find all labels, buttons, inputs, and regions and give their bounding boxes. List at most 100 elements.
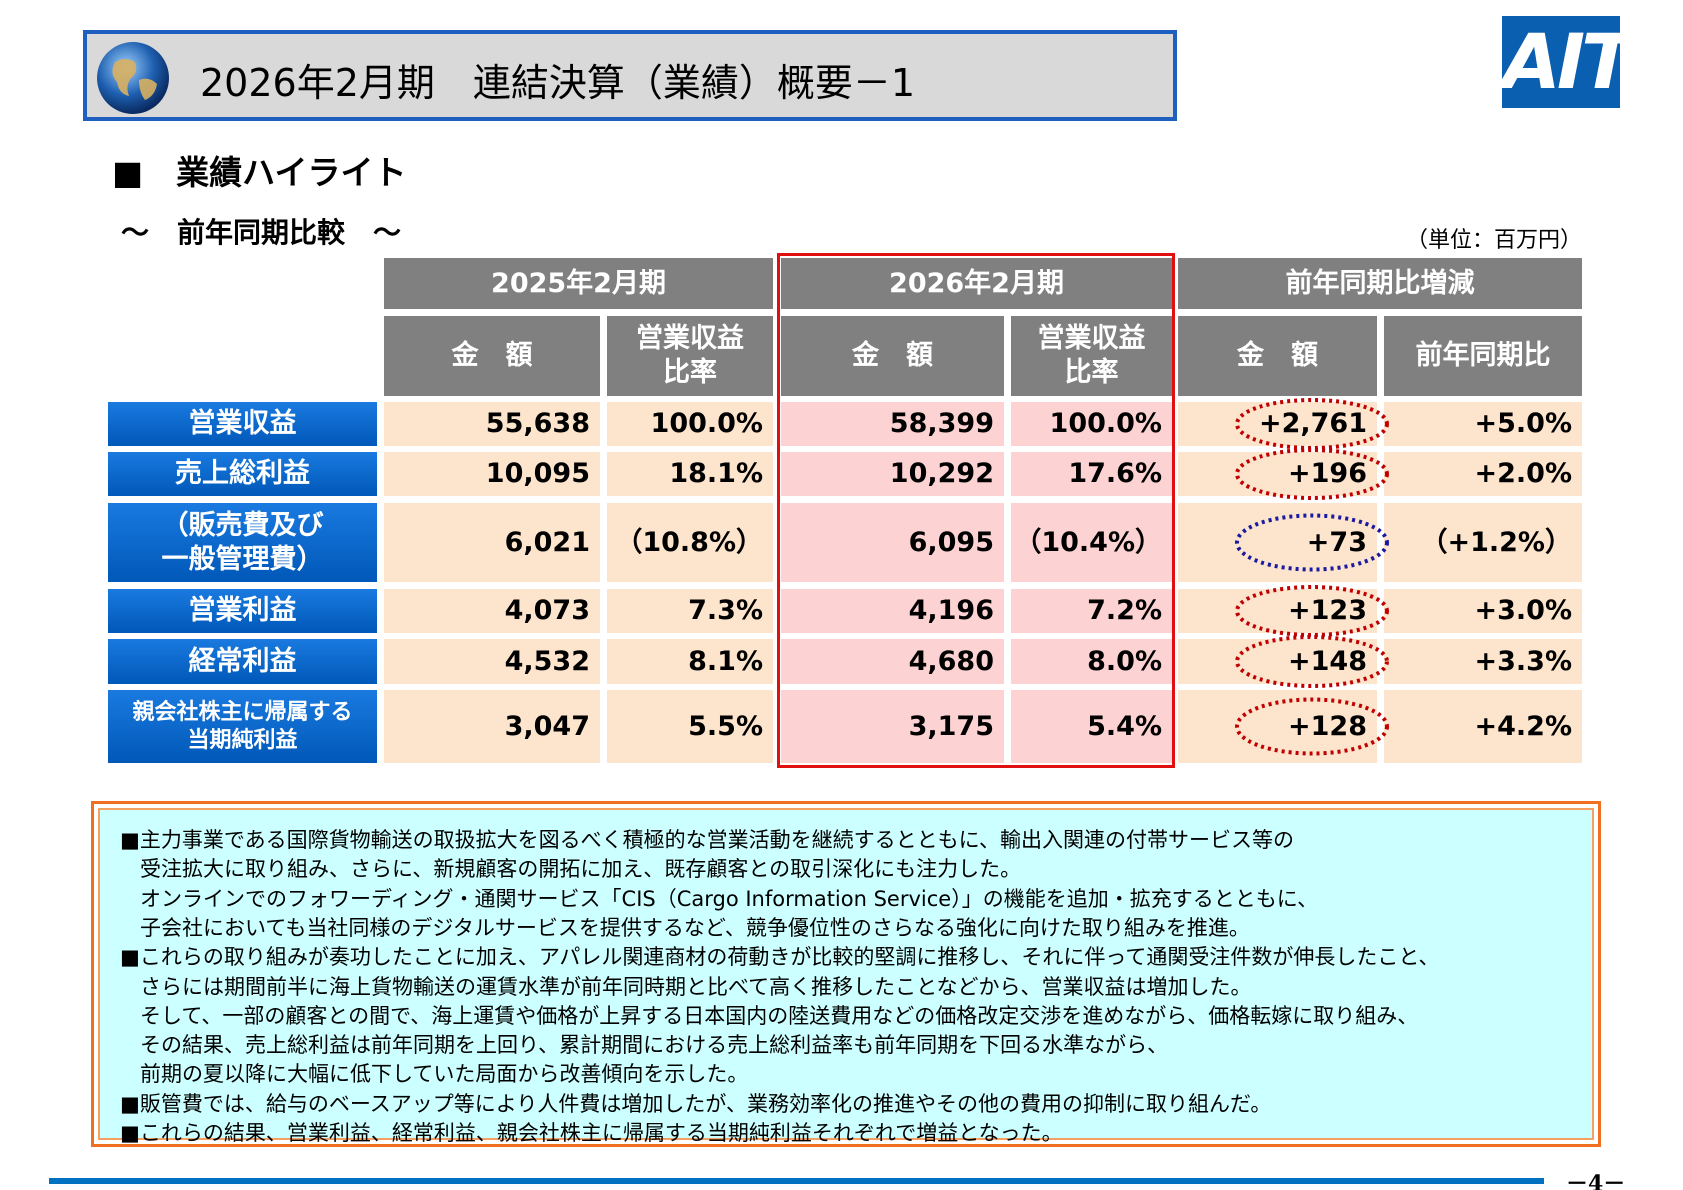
table-cell: （10.4%）: [1011, 503, 1172, 582]
note-line: 前期の夏以降に大幅に低下していた局面から改善傾向を示した。: [140, 1062, 749, 1087]
highlight-ellipse: [1235, 448, 1389, 500]
globe-icon: [97, 42, 169, 114]
table-cell: （+1.2%）: [1384, 503, 1582, 582]
table-cell: 7.3%: [607, 589, 773, 633]
highlight-ellipse: [1235, 635, 1389, 688]
table-cell: +3.0%: [1384, 589, 1582, 633]
row-label: 経常利益: [108, 639, 377, 684]
text-line: 営業収益: [188, 408, 297, 440]
ellipse: [1235, 513, 1389, 572]
row-label: 営業収益: [108, 402, 377, 446]
table-cell: 100.0%: [1011, 402, 1172, 446]
table-cell: 3,047: [384, 690, 600, 763]
text-line: 営業収益: [1037, 323, 1146, 355]
group-header: 2025年2月期: [384, 258, 773, 309]
table-cell: +148: [1178, 639, 1377, 684]
text-line: 比率: [663, 357, 717, 388]
sub-header: 営業収益 比率: [607, 316, 773, 396]
highlight-ellipse: [1235, 585, 1389, 637]
table-cell: 4,680: [781, 639, 1004, 684]
table-cell: 3,175: [781, 690, 1004, 763]
sub-header: 金 額: [1178, 316, 1377, 396]
table-cell: 100.0%: [607, 402, 773, 446]
table-cell: 5.4%: [1011, 690, 1172, 763]
ellipse: [1235, 697, 1389, 756]
table-cell: 8.0%: [1011, 639, 1172, 684]
table-cell: +73: [1178, 503, 1377, 582]
row-label: 営業利益: [108, 589, 377, 633]
text-line: 営業利益: [188, 595, 297, 627]
sub-header: 金 額: [781, 316, 1004, 396]
table-cell: 17.6%: [1011, 452, 1172, 496]
note-line: ■販管費では、給与のベースアップ等により人件費は増加したが、業務効率化の推進やそ…: [120, 1091, 1272, 1116]
table-cell: 6,021: [384, 503, 600, 582]
table-cell: 55,638: [384, 402, 600, 446]
highlight-ellipse: [1235, 513, 1389, 572]
highlight-ellipse: [1235, 697, 1389, 756]
table-cell: （10.8%）: [607, 503, 773, 582]
text-line: （販売費及び: [161, 509, 324, 541]
note-line: さらには期間前半に海上貨物輸送の運賃水準が前年同時期と比べて高く推移したことなど…: [140, 974, 1252, 999]
text-line: 金 額: [1237, 340, 1318, 372]
section-title: ■ 業績ハイライト: [112, 153, 407, 192]
table-cell: 18.1%: [607, 452, 773, 496]
text-line: 比率: [1064, 357, 1119, 388]
table-cell: 6,095: [781, 503, 1004, 582]
note-line: ■主力事業である国際貨物輸送の取扱拡大を図るべく積極的な営業活動を継続するととも…: [120, 828, 1294, 852]
note-line: ■これらの結果、営業利益、経常利益、親会社株主に帰属する当期純利益それぞれで増益…: [120, 1121, 1063, 1145]
note-line: ■これらの取り組みが奏功したことに加え、アパレル関連商材の荷動きが比較的堅調に推…: [120, 945, 1440, 970]
table-cell: 5.5%: [607, 690, 773, 763]
table-cell: 4,073: [384, 589, 600, 633]
text-line: 売上総利益: [175, 458, 310, 490]
ellipse: [1235, 585, 1389, 637]
notes-box: ■主力事業である国際貨物輸送の取扱拡大を図るべく積極的な営業活動を継続するととも…: [98, 808, 1594, 1145]
table-cell: 10,292: [781, 452, 1004, 496]
sub-header: 営業収益 比率: [1011, 316, 1172, 396]
table-cell: 8.1%: [607, 639, 773, 684]
ellipse: [1235, 398, 1389, 450]
text-line: 営業収益: [636, 323, 744, 355]
note-line: 受注拡大に取り組み、さらに、新規顧客の開拓に加え、既存顧客との取引深化にも注力し…: [140, 857, 1022, 882]
table-cell: +5.0%: [1384, 402, 1582, 446]
note-line: 子会社においても当社同様のデジタルサービスを提供するなど、競争優位性のさらなる強…: [140, 915, 1250, 940]
table-cell: 58,399: [781, 402, 1004, 446]
notes-frame: ■主力事業である国際貨物輸送の取扱拡大を図るべく積極的な営業活動を継続するととも…: [91, 801, 1601, 1147]
table-cell: 4,532: [384, 639, 600, 684]
row-label: 親会社株主に帰属する 当期純利益: [108, 690, 377, 763]
table-cell: +2,761: [1178, 402, 1377, 446]
page-number: －4－: [1566, 1171, 1626, 1190]
table-cell: +196: [1178, 452, 1377, 496]
table-cell: +2.0%: [1384, 452, 1582, 496]
text-line: 金 額: [451, 340, 533, 372]
table-cell: 4,196: [781, 589, 1004, 633]
section-subtitle: ～ 前年同期比較 ～: [121, 216, 402, 249]
ellipse: [1235, 635, 1389, 688]
header-title: 2026年2月期 連結決算（業績）概要－1: [200, 61, 916, 105]
note-line: その結果、売上総利益は前年同期を上回り、累計期間における売上総利益率も前年同期を…: [140, 1033, 1169, 1058]
logo: AIT: [1502, 16, 1633, 108]
table-cell: +123: [1178, 589, 1377, 633]
highlight-ellipse: [1235, 398, 1389, 450]
note-line: オンラインでのフォワーディング・通関サービス「CIS（Cargo Informa…: [140, 886, 1319, 911]
row-label: （販売費及び 一般管理費）: [108, 503, 377, 582]
text-line: 前年同期比: [1415, 340, 1551, 372]
table-cell: 10,095: [384, 452, 600, 496]
table-cell: +3.3%: [1384, 639, 1582, 684]
text-line: 親会社株主に帰属する: [132, 700, 353, 725]
sub-header: 金 額: [384, 316, 600, 396]
header-box: [83, 30, 1177, 121]
table-cell: +4.2%: [1384, 690, 1582, 763]
text-line: 金 額: [852, 340, 933, 372]
text-line: 一般管理費）: [161, 543, 324, 575]
group-header: 2026年2月期: [781, 258, 1172, 309]
table-cell: 7.2%: [1011, 589, 1172, 633]
ellipse: [1235, 448, 1389, 500]
sub-header: 前年同期比: [1384, 316, 1582, 396]
text-line: 当期純利益: [187, 727, 298, 753]
note-line: そして、一部の顧客との間で、海上運賃や価格が上昇する日本国内の陸送費用などの価格…: [140, 1003, 1419, 1028]
unit-label: （単位：百万円）: [1405, 228, 1582, 253]
footer-line: [49, 1178, 1544, 1184]
text-line: 経常利益: [188, 645, 297, 677]
highlight-box: [777, 253, 1175, 768]
